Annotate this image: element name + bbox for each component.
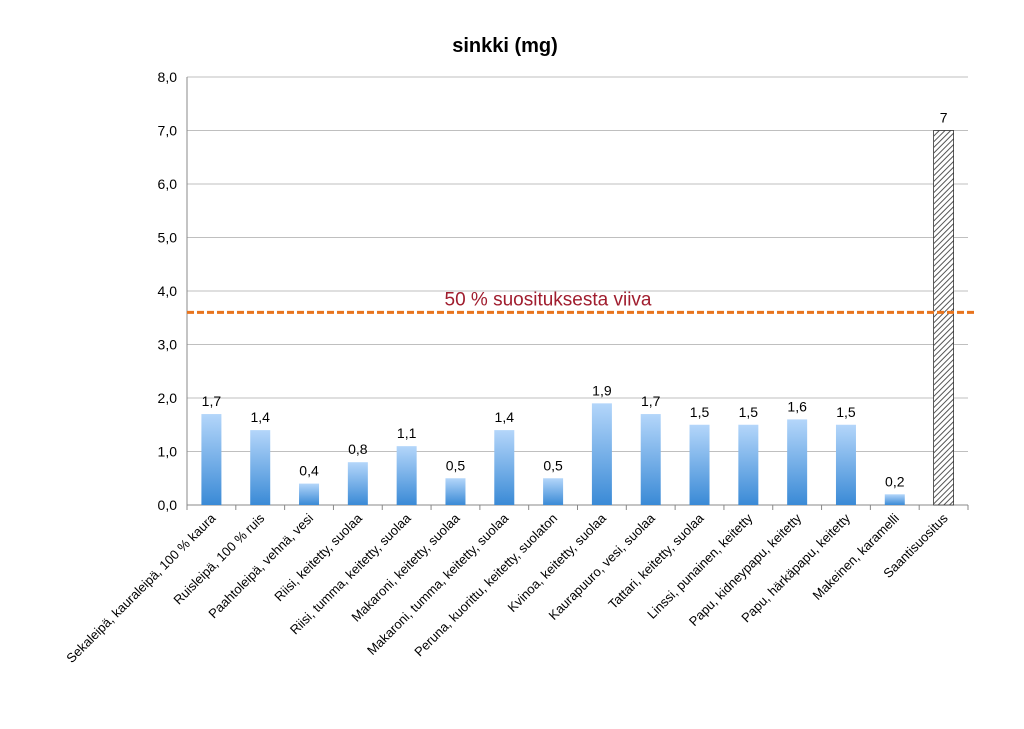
bar — [640, 414, 661, 505]
data-label: 1,1 — [397, 425, 417, 441]
bar — [396, 446, 417, 505]
data-label: 1,7 — [202, 393, 222, 409]
y-tick-label: 6,0 — [158, 176, 178, 192]
data-label: 0,5 — [446, 457, 466, 473]
data-label: 1,4 — [250, 409, 270, 425]
y-tick-label: 5,0 — [158, 230, 178, 246]
reference-line-layer: 50 % suosituksesta viiva — [187, 289, 974, 314]
data-label: 1,9 — [592, 382, 612, 398]
x-tick-label: Ruisleipä, 100 % ruis — [170, 510, 267, 607]
x-tick-label: Riisi, keitetty, suolaa — [271, 510, 365, 604]
y-tick-label: 1,0 — [158, 444, 178, 460]
bar — [591, 403, 612, 505]
data-label: 0,8 — [348, 441, 368, 457]
grid-layer: 0,0 1,0 2,0 3,0 4,0 5,0 6,0 7,0 8,0 — [158, 69, 969, 513]
y-tick-label: 0,0 — [158, 497, 178, 513]
data-label: 0,2 — [885, 473, 905, 489]
bar — [543, 478, 564, 505]
reference-line-label: 50 % suosituksesta viiva — [445, 289, 652, 310]
bar — [835, 424, 856, 505]
y-tick-label: 7,0 — [158, 123, 178, 139]
data-label: 1,4 — [495, 409, 515, 425]
x-tick-label: Tattari, keitetty, suolaa — [605, 510, 707, 612]
bar — [689, 424, 710, 505]
bar — [299, 483, 320, 505]
data-label: 1,6 — [787, 398, 807, 414]
data-label: 1,5 — [836, 404, 856, 420]
bar — [250, 430, 271, 505]
data-label: 1,5 — [739, 404, 759, 420]
x-tick-label: Makeinen, karamelli — [810, 510, 902, 602]
data-label: 7 — [940, 110, 948, 126]
chart-title: sinkki (mg) — [452, 35, 558, 57]
bar — [445, 478, 466, 505]
y-tick-label: 8,0 — [158, 69, 178, 85]
bar — [347, 462, 368, 505]
x-tick-label: Kvinoa, keitetty, suolaa — [505, 510, 610, 615]
bar — [201, 414, 222, 505]
data-label: 1,7 — [641, 393, 661, 409]
bars-layer — [201, 130, 954, 506]
data-label: 0,5 — [543, 457, 563, 473]
data-label: 1,5 — [690, 404, 710, 420]
y-tick-label: 2,0 — [158, 390, 178, 406]
y-tick-label: 4,0 — [158, 283, 178, 299]
bar — [738, 424, 759, 505]
bar — [787, 419, 808, 505]
bar — [933, 130, 954, 506]
bar — [884, 494, 905, 505]
data-label: 0,4 — [299, 463, 319, 479]
bar — [494, 430, 515, 505]
y-tick-label: 3,0 — [158, 337, 178, 353]
